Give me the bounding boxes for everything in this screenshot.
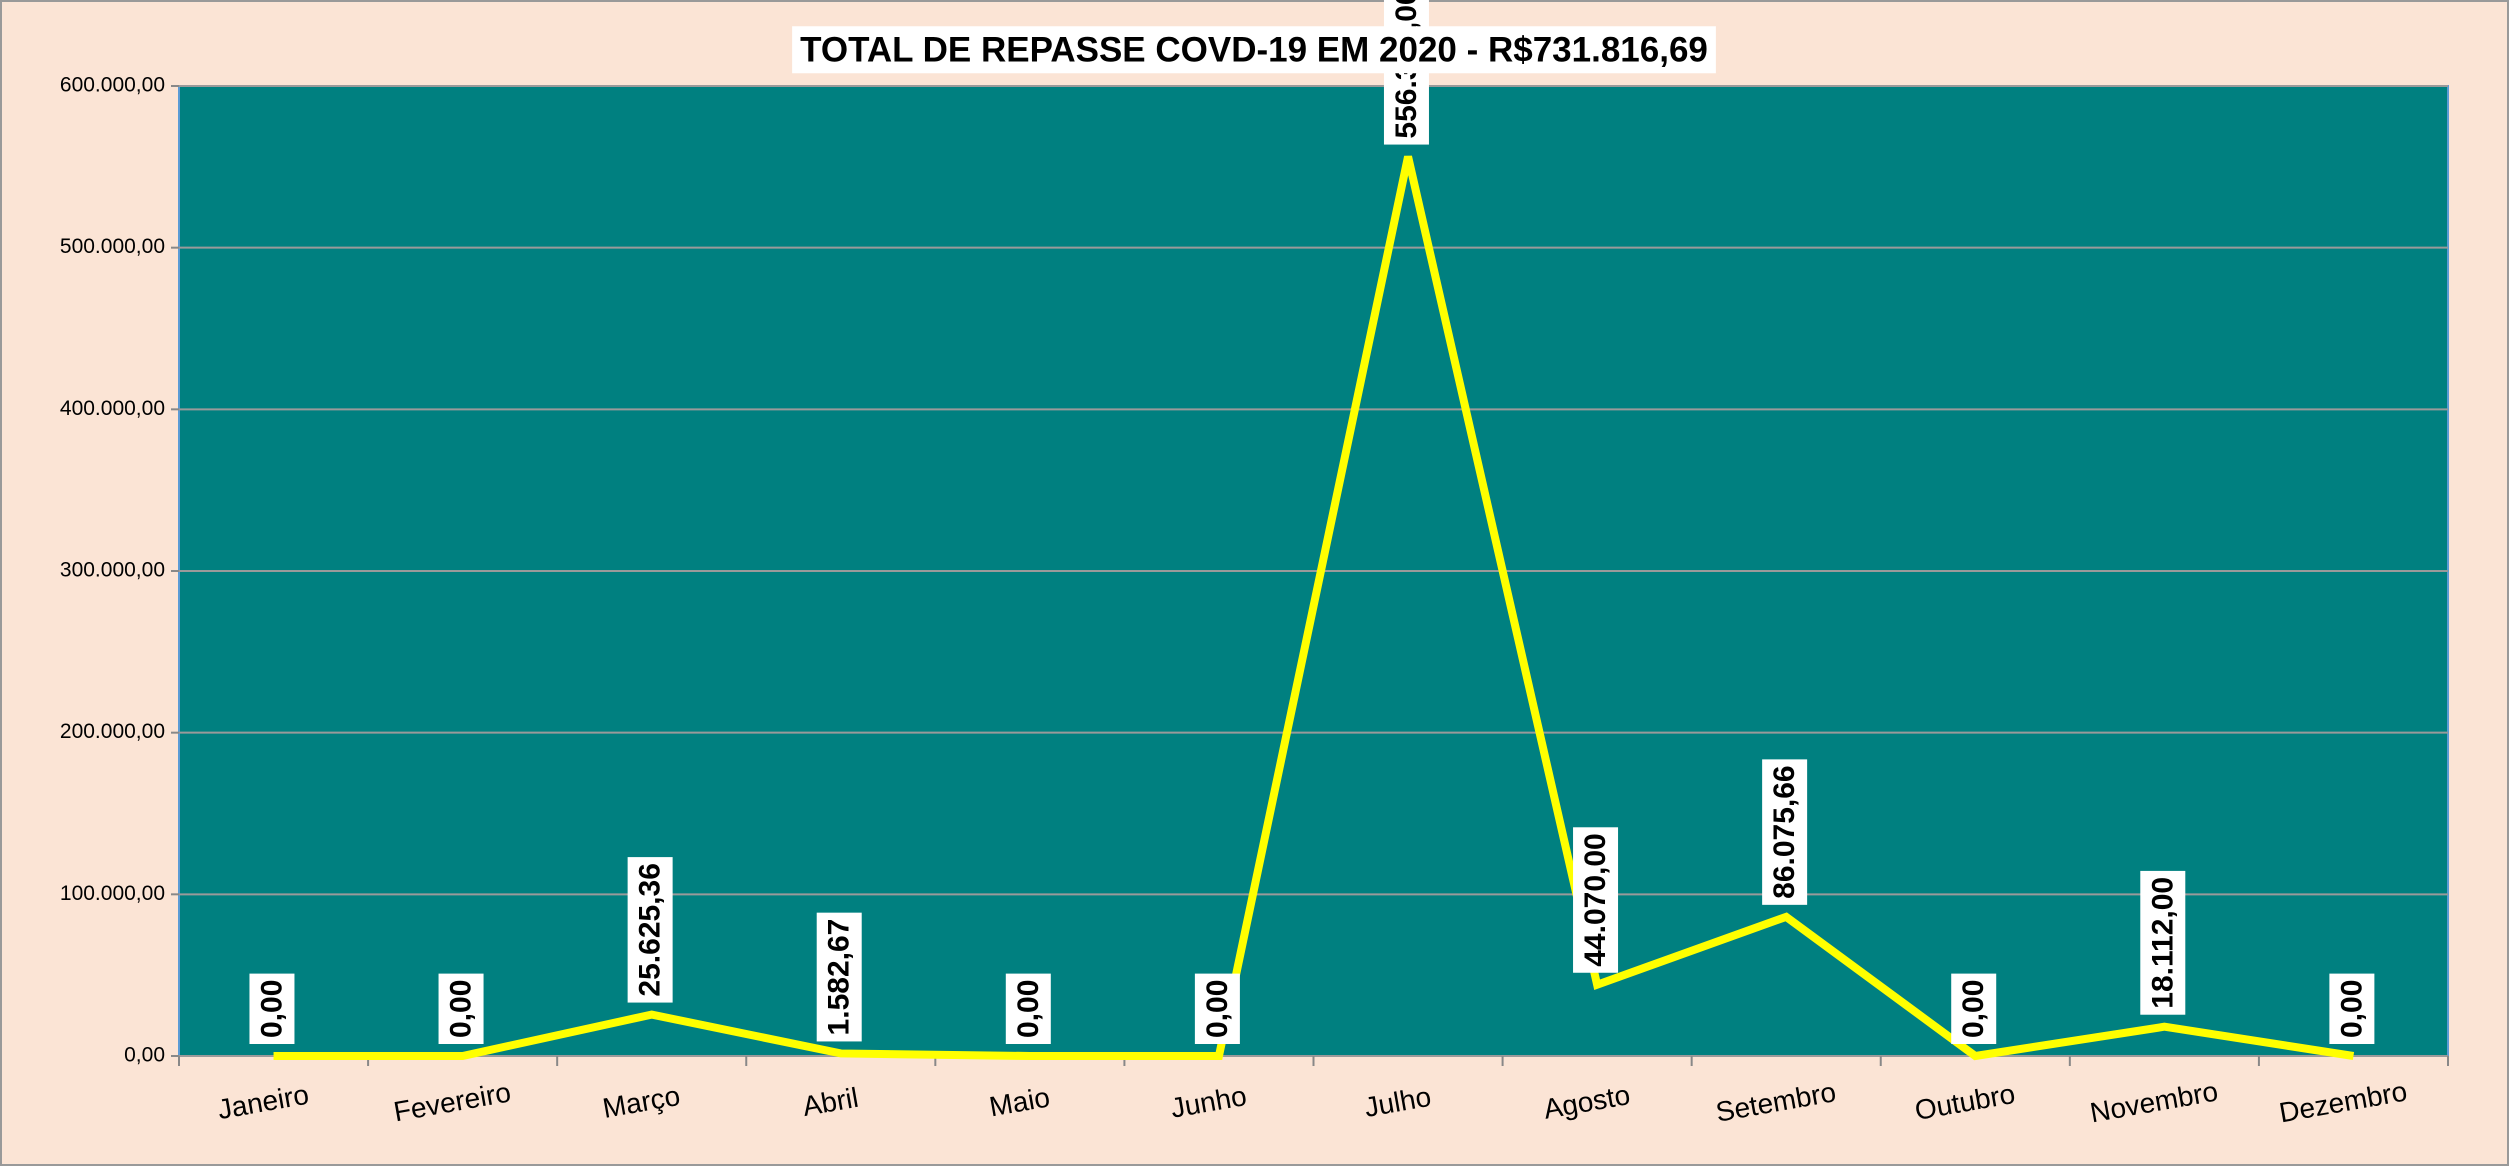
data-label-group: 0,00 bbox=[1194, 973, 1240, 1044]
data-label-box bbox=[249, 973, 295, 1044]
data-label-group: 44.070,00 bbox=[1573, 827, 1619, 973]
data-label-group: 0,00 bbox=[1951, 973, 1997, 1044]
data-label-box bbox=[1573, 827, 1619, 973]
data-label: 0,00 bbox=[1012, 980, 1045, 1038]
data-label-group: 1.582,67 bbox=[816, 912, 862, 1042]
data-label-group: 0,00 bbox=[249, 973, 295, 1044]
data-label-box bbox=[816, 912, 862, 1042]
data-label-box bbox=[2329, 973, 2375, 1044]
title-group: TOTAL DE REPASSE COVD-19 EM 2020 - R$731… bbox=[792, 26, 1716, 74]
chart-title: TOTAL DE REPASSE COVD-19 EM 2020 - R$731… bbox=[800, 30, 1708, 69]
y-tick-label: 500.000,00 bbox=[60, 235, 165, 258]
y-tick-label: 200.000,00 bbox=[60, 720, 165, 743]
data-label: 18.112,00 bbox=[2146, 877, 2179, 1009]
y-tick-label: 400.000,00 bbox=[60, 397, 165, 420]
data-label: 0,00 bbox=[2335, 980, 2368, 1038]
data-label-box bbox=[2140, 870, 2186, 1015]
data-line bbox=[273, 155, 2355, 1061]
data-label: 86.075,66 bbox=[1768, 765, 1801, 898]
data-label: 0,00 bbox=[1201, 980, 1234, 1038]
data-label-box bbox=[1005, 973, 1051, 1044]
data-label-group: 0,00 bbox=[2329, 973, 2375, 1044]
data-label: 0,00 bbox=[1957, 980, 1990, 1038]
data-label: 1.582,67 bbox=[823, 919, 856, 1036]
data-label-group: 0,00 bbox=[1005, 973, 1051, 1044]
data-label-box bbox=[1762, 759, 1808, 905]
data-label: 0,00 bbox=[445, 980, 478, 1038]
y-tick-label: 0,00 bbox=[124, 1044, 165, 1067]
data-label-box bbox=[1951, 973, 1997, 1044]
data-label-box bbox=[438, 973, 484, 1044]
data-label-group: 25.625,36 bbox=[627, 857, 673, 1003]
y-tick-label: 300.000,00 bbox=[60, 559, 165, 582]
y-tick-label: 100.000,00 bbox=[60, 882, 165, 905]
data-label-box bbox=[1194, 973, 1240, 1044]
data-label: 25.625,36 bbox=[634, 863, 667, 996]
data-label-box bbox=[627, 857, 673, 1003]
data-label-group: 86.075,66 bbox=[1762, 759, 1808, 905]
data-label: 44.070,00 bbox=[1579, 833, 1612, 966]
data-label-group: 0,00 bbox=[438, 973, 484, 1044]
title-box bbox=[792, 26, 1716, 74]
y-tick-label: 600.000,00 bbox=[60, 74, 165, 97]
data-label: 0,00 bbox=[255, 980, 288, 1038]
data-label-group: 18.112,00 bbox=[2140, 870, 2186, 1015]
